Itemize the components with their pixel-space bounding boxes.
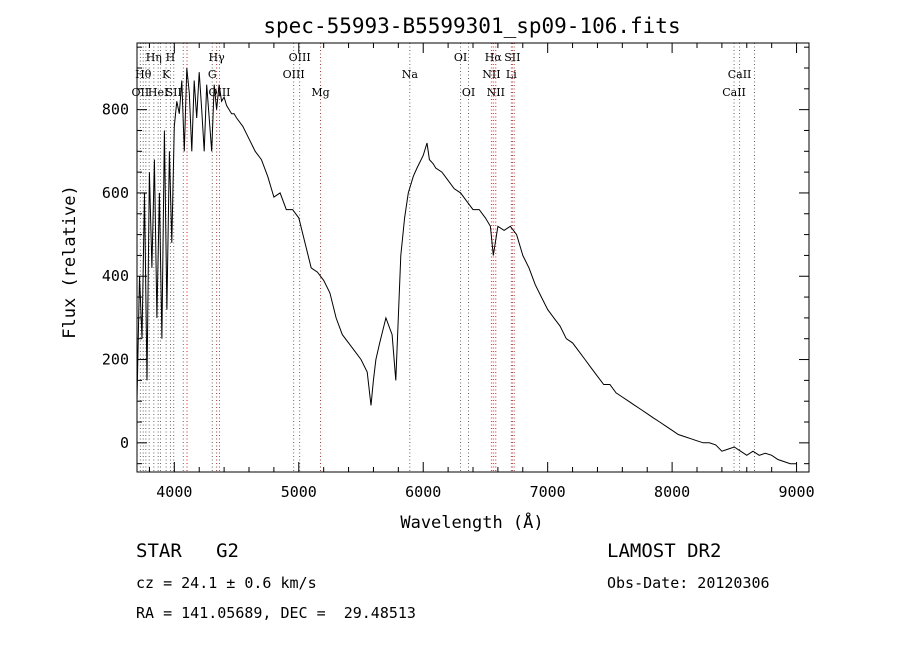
x-tick-label: 4000 [156, 483, 192, 501]
spectral-line-label: Mg [311, 86, 329, 99]
ra-dec-coordinates: RA = 141.05689, DEC = 29.48513 [136, 604, 416, 622]
spectral-line-label: CaII [728, 68, 752, 81]
y-tick-label: 0 [120, 434, 129, 452]
spectral-line-label: OIII [283, 68, 305, 81]
spectral-line-label: Hγ [209, 51, 226, 64]
x-tick-label: 6000 [405, 483, 441, 501]
spectral-line-label: Li [506, 68, 517, 81]
spectral-line-label: Hα [485, 51, 503, 64]
spectral-line-label: K [162, 68, 171, 81]
spectral-line-label: CaII [722, 86, 746, 99]
spectral-line-label: G [208, 68, 217, 81]
x-axis-label: Wavelength (Å) [400, 511, 543, 533]
object-class: STAR G2 [136, 540, 239, 562]
observation-date: Obs-Date: 20120306 [607, 574, 770, 592]
chart-title: spec-55993-B5599301_sp09-106.fits [263, 14, 680, 38]
x-tick-label: 8000 [654, 483, 690, 501]
y-axis-ticks: 0 200 400 600 800 [102, 46, 809, 465]
spectral-line-label: HeI [148, 86, 168, 99]
y-tick-label: 800 [102, 101, 129, 119]
spectral-line-label: OII [132, 86, 150, 99]
x-axis-ticks: 4000 5000 6000 7000 8000 9000 [148, 43, 815, 501]
survey-name: LAMOST DR2 [607, 540, 722, 562]
y-tick-label: 600 [102, 184, 129, 202]
spectrum-line [136, 67, 797, 465]
spectral-line-label: OI [454, 51, 467, 64]
spectral-line-label: NII [487, 86, 505, 99]
spectral-line-label: Na [402, 68, 419, 81]
plot-frame [136, 42, 810, 473]
spectral-line-label: H [166, 51, 176, 64]
x-tick-label: 5000 [281, 483, 317, 501]
spectral-line-label: SII [166, 86, 182, 99]
spectral-line-label: OIII [289, 51, 311, 64]
x-tick-label: 7000 [530, 483, 566, 501]
spectral-line-label: SII [504, 51, 520, 64]
redshift-velocity: cz = 24.1 ± 0.6 km/s [136, 574, 317, 592]
spectral-line-markers [139, 43, 755, 472]
spectral-line-labels: OIIHθHηHeIKHSIIGHγOIIIOIIIOIIIMgNaOIOINI… [132, 51, 752, 99]
y-axis-label: Flux (relative) [60, 185, 80, 339]
spectral-line-label: OI [462, 86, 475, 99]
spectral-line-label: NII [482, 68, 500, 81]
spectral-line-label: Hη [146, 51, 162, 64]
y-tick-label: 400 [102, 267, 129, 285]
x-tick-label: 9000 [778, 483, 814, 501]
y-tick-label: 200 [102, 351, 129, 369]
spectral-line-label: Hθ [135, 68, 152, 81]
